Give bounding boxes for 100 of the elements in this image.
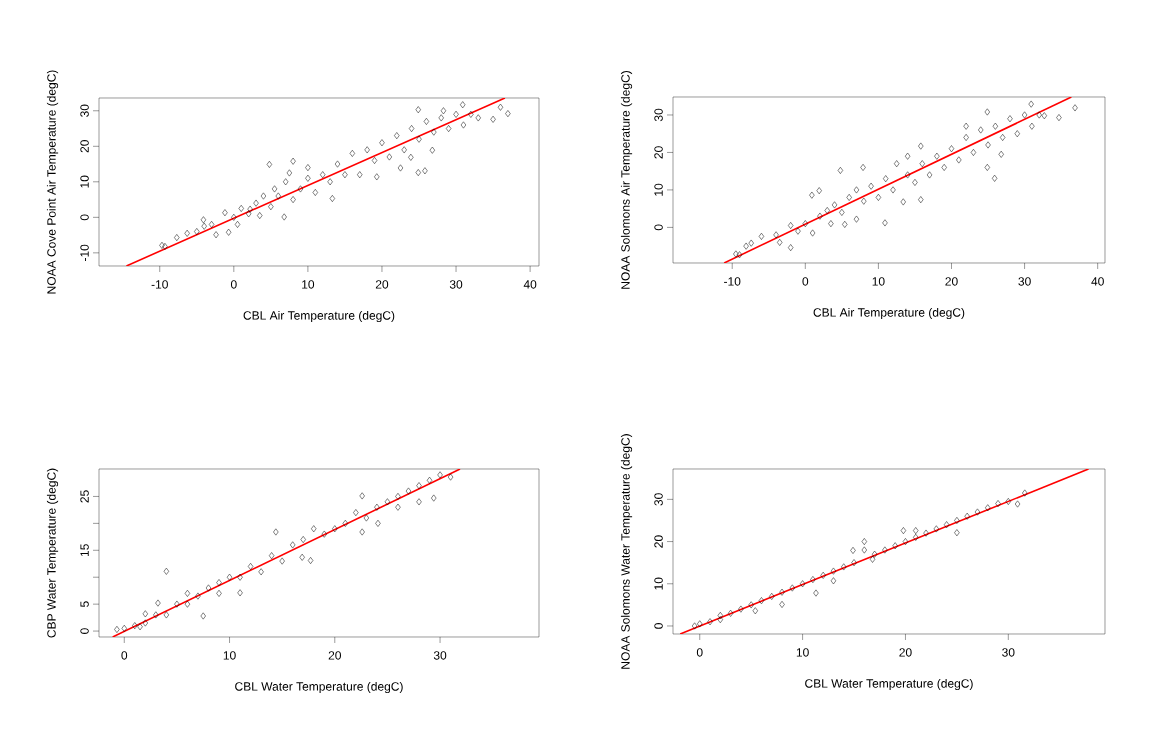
point [353, 509, 359, 517]
y-tick-label: 15 [80, 544, 89, 557]
point [985, 504, 991, 512]
point [321, 530, 327, 538]
point [1022, 489, 1028, 497]
point [416, 498, 422, 506]
x-tick-label: -10 [151, 280, 168, 289]
point [114, 626, 120, 633]
point [861, 546, 867, 554]
point [943, 521, 950, 529]
point [830, 567, 837, 575]
x-tick-label: 20 [945, 277, 958, 286]
point [697, 620, 703, 628]
y-tick-label: 30 [80, 104, 89, 117]
point [195, 592, 201, 600]
point [121, 624, 127, 632]
x-tick-label: 40 [523, 280, 537, 289]
point [900, 527, 907, 535]
point [216, 589, 222, 597]
point [142, 619, 148, 627]
point [707, 618, 713, 626]
x-axis-title: CBL Air Temperature (degC) [243, 310, 395, 323]
point [155, 599, 161, 607]
point [426, 476, 433, 484]
point [995, 500, 1001, 508]
point [717, 611, 723, 619]
y-tick-label: 0 [654, 224, 663, 231]
point [902, 538, 909, 546]
point [395, 503, 401, 511]
point [375, 519, 381, 527]
x-tick-label: 30 [1018, 277, 1031, 286]
point [850, 546, 856, 554]
point [799, 580, 806, 588]
point [384, 498, 391, 506]
point [779, 601, 785, 608]
point [1005, 498, 1011, 505]
point [691, 622, 698, 630]
y-tick-label: 0 [654, 623, 663, 629]
point [974, 508, 981, 516]
point [810, 576, 816, 583]
point [374, 503, 380, 511]
point [268, 552, 275, 560]
y-axis-title: NOAA Solomons Water Temperature (degC) [620, 434, 633, 669]
y-tick-label: 5 [80, 601, 89, 607]
y-tick-label: 30 [654, 493, 663, 506]
x-tick-label: 0 [802, 277, 809, 286]
y-tick-label: 20 [654, 146, 663, 159]
point [359, 492, 365, 500]
point [132, 622, 138, 630]
x-tick-label: 20 [328, 651, 341, 660]
point [290, 541, 296, 549]
y-axis-title: NOAA Solomons Air Temperature (degC) [620, 71, 633, 289]
point [748, 601, 754, 609]
point [279, 557, 285, 565]
point [258, 568, 264, 576]
point [851, 559, 857, 567]
point [738, 605, 744, 613]
point [299, 553, 305, 561]
x-tick-label: 30 [449, 280, 463, 289]
point [237, 573, 243, 581]
point [892, 542, 898, 550]
point [363, 514, 370, 522]
point [830, 577, 837, 585]
point [137, 623, 143, 631]
point [359, 528, 365, 536]
point [913, 527, 919, 535]
point [163, 611, 170, 619]
point [789, 584, 795, 592]
y-tick-label: 0 [80, 214, 89, 221]
y-tick-label: 30 [654, 108, 663, 122]
point [142, 610, 148, 618]
y-tick-label: 10 [654, 577, 663, 590]
point [923, 529, 929, 537]
point [273, 528, 279, 536]
x-tick-label: 30 [1002, 648, 1015, 657]
y-tick-label: 10 [80, 175, 89, 188]
x-tick-label: 40 [1091, 277, 1104, 286]
point [332, 525, 338, 533]
x-tick-label: 10 [872, 277, 885, 286]
point [395, 493, 401, 500]
point [752, 607, 758, 615]
x-tick-label: 0 [696, 648, 703, 657]
point [311, 525, 317, 533]
x-tick-label: 20 [375, 280, 389, 289]
point [153, 611, 159, 619]
point [954, 517, 960, 524]
point [727, 609, 734, 617]
y-tick-label: 0 [80, 628, 89, 634]
point [841, 563, 847, 571]
x-tick-label: 0 [230, 280, 237, 289]
point [871, 550, 878, 558]
point [437, 471, 443, 479]
point [717, 616, 723, 624]
point [405, 487, 412, 495]
point [447, 473, 454, 481]
point [216, 579, 222, 587]
point [758, 597, 765, 605]
point [913, 533, 919, 541]
point [779, 588, 785, 596]
point [813, 589, 819, 597]
